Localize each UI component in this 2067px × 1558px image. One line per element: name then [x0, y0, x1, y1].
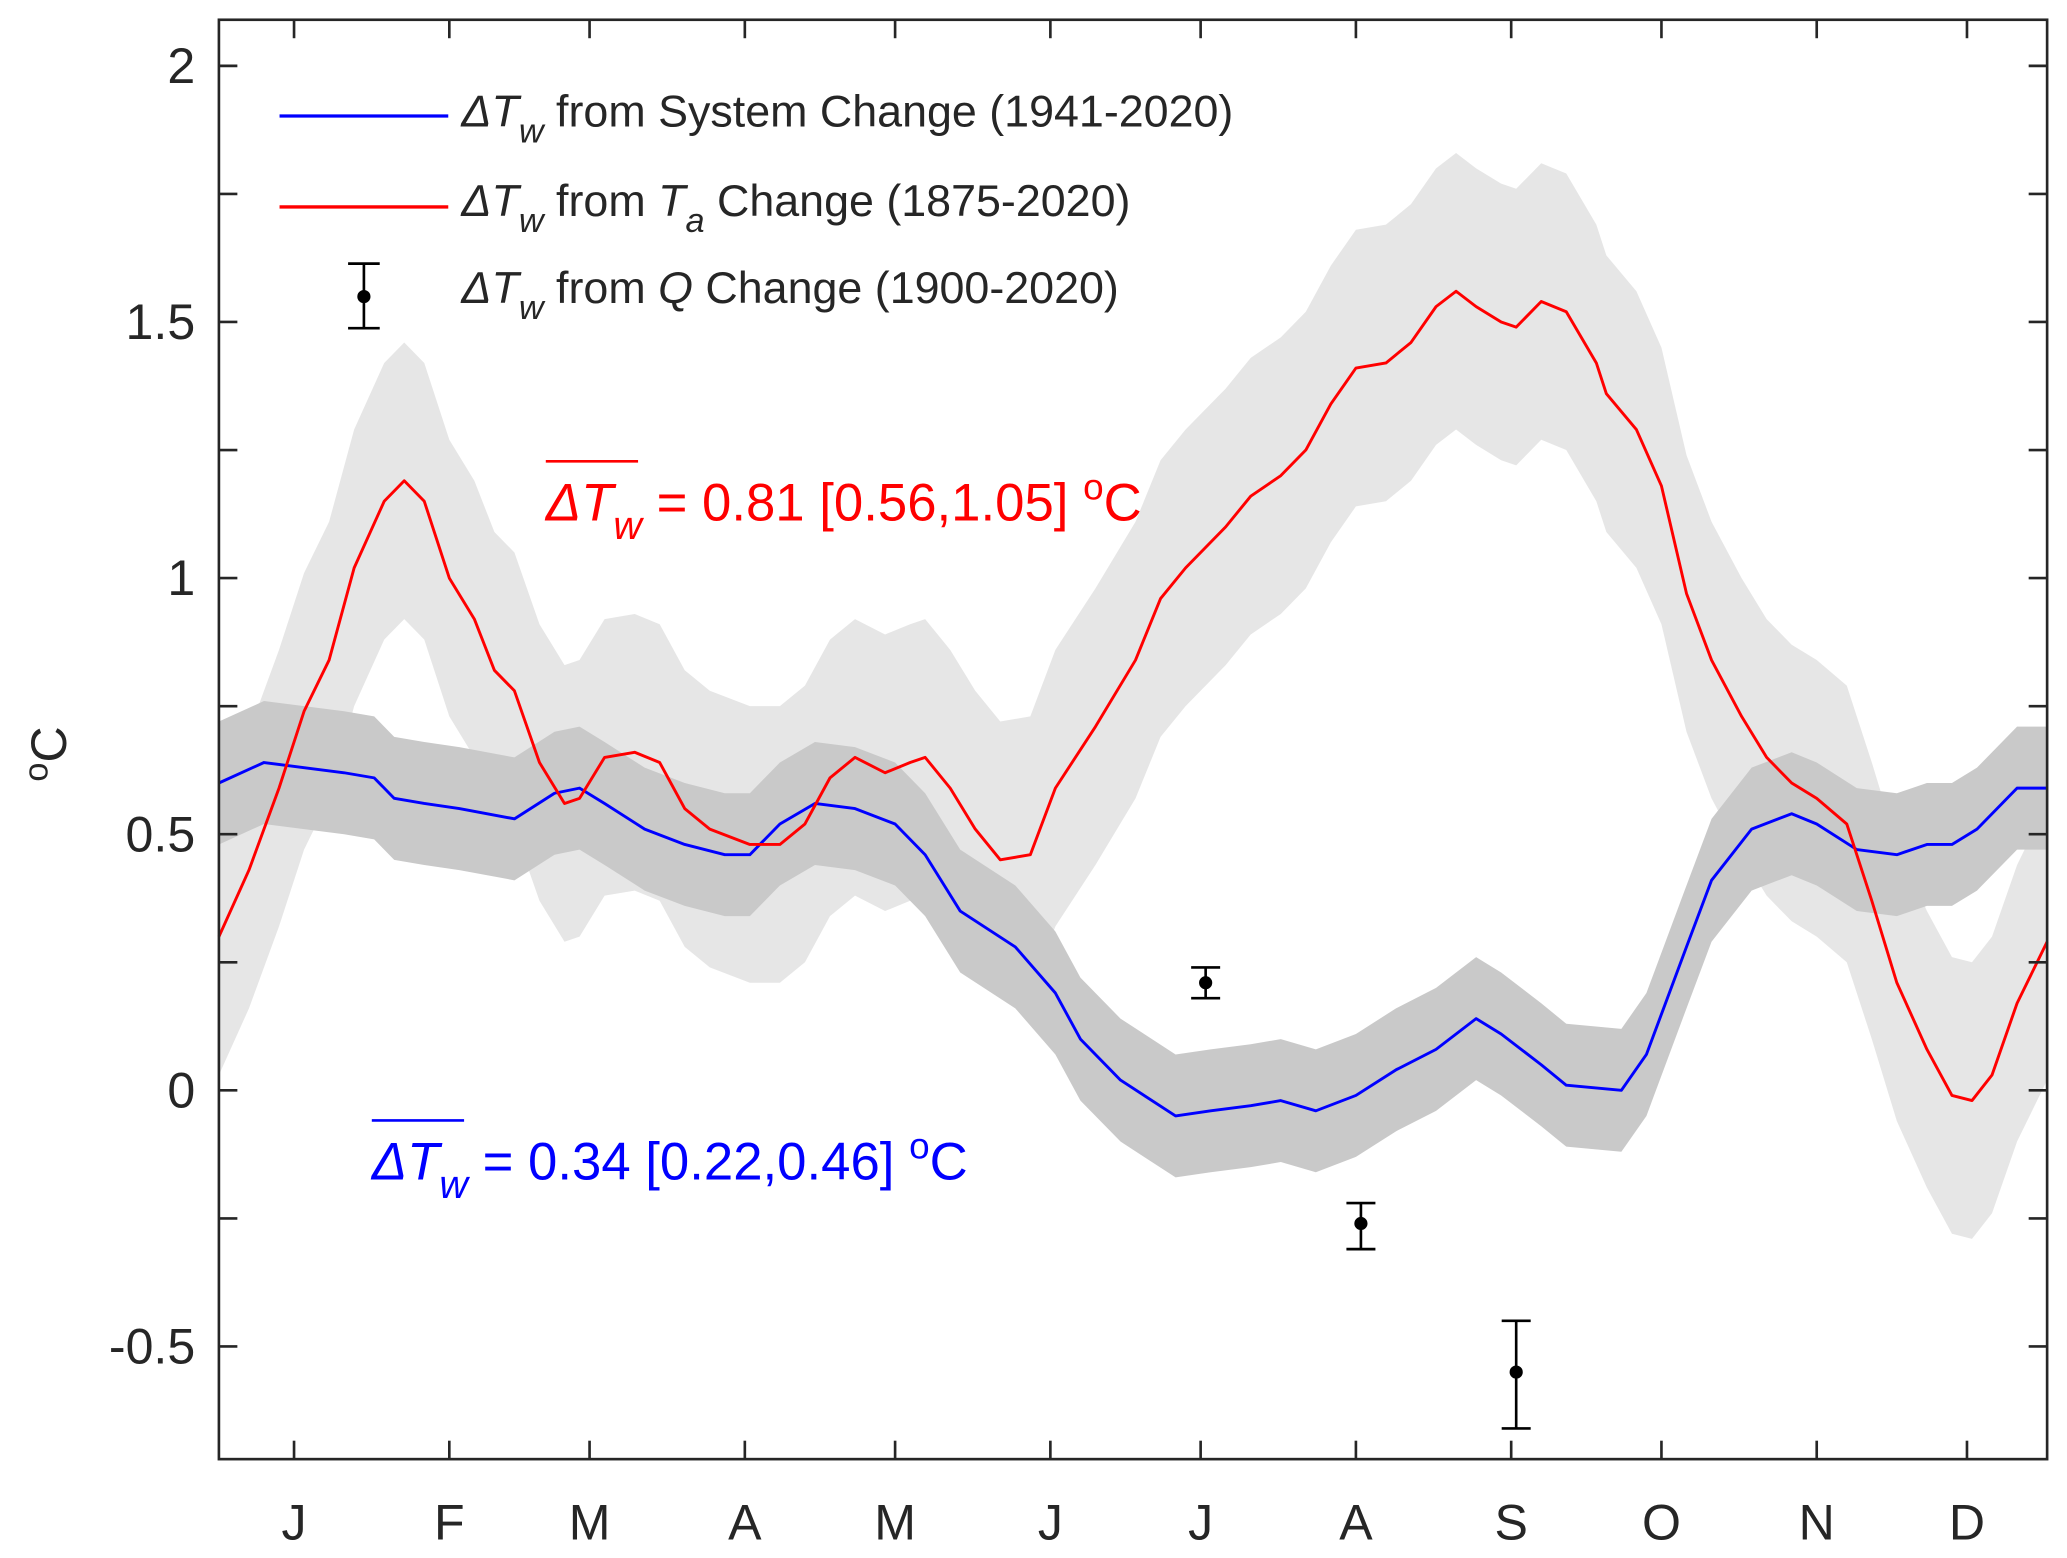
- ta-change-band: [218, 152, 2048, 1239]
- errorbar-point: [1199, 976, 1213, 990]
- uncertainty-bands: [218, 152, 2048, 1239]
- x-tick-label: N: [1799, 1495, 1835, 1551]
- y-tick-label: 0: [167, 1062, 195, 1118]
- y-tick-label: 1.5: [126, 294, 196, 350]
- legend-entry-ta: ΔTw from Ta Change (1875-2020): [460, 176, 1130, 240]
- x-tick-label: O: [1642, 1495, 1681, 1551]
- x-tick-label: J: [282, 1495, 307, 1551]
- series-lines: [217, 289, 2049, 1118]
- x-tick-label: S: [1494, 1495, 1527, 1551]
- x-tick-label: F: [434, 1495, 465, 1551]
- x-tick-label: D: [1949, 1495, 1985, 1551]
- errorbar-point: [1354, 1216, 1368, 1231]
- legend-entry-q: ΔTw from Q Change (1900-2020): [460, 263, 1118, 327]
- svg-text:ΔTw = 0.34 [0.22,0.46] oC: ΔTw = 0.34 [0.22,0.46] oC: [370, 1126, 968, 1208]
- legend: ΔTw from System Change (1941-2020) ΔTw f…: [279, 87, 1233, 330]
- plot-frame: [217, 18, 2049, 1461]
- q-change-errorbars: [1191, 966, 1531, 1430]
- legend-swatch-q: [348, 262, 380, 330]
- errorbar-0: [1191, 966, 1221, 1000]
- annotation-ta-mean: ΔTw = 0.81 [0.56,1.05] oC: [544, 460, 1142, 549]
- y-tick-label: 2: [167, 38, 195, 94]
- x-tick-label: M: [569, 1495, 611, 1551]
- y-tick-label: 1: [167, 550, 195, 606]
- system-change-band: [218, 701, 2048, 1178]
- axis-ticks: J F M A M J J A S O N D -0.5 0 0.5 1 1.5 2: [109, 19, 2048, 1551]
- x-tick-label: M: [874, 1495, 916, 1551]
- errorbar-point: [1509, 1365, 1523, 1379]
- x-tick-label: J: [1038, 1495, 1063, 1551]
- x-tick-label: A: [728, 1495, 762, 1551]
- errorbar-1: [1346, 1201, 1376, 1251]
- y-axis-label: oC: [18, 726, 77, 781]
- errorbar-2: [1501, 1319, 1531, 1430]
- y-tick-label: 0.5: [126, 806, 196, 862]
- x-tick-label: A: [1339, 1495, 1373, 1551]
- x-tick-label: J: [1188, 1495, 1213, 1551]
- svg-text:ΔTw = 0.81 [0.56,1.05] oC: ΔTw = 0.81 [0.56,1.05] oC: [544, 467, 1142, 549]
- y-tick-label: -0.5: [109, 1319, 195, 1375]
- annotation-system-mean: ΔTw = 0.34 [0.22,0.46] oC: [370, 1119, 968, 1208]
- legend-entry-system: ΔTw from System Change (1941-2020): [460, 87, 1233, 151]
- system-change-line: [218, 761, 2048, 1118]
- ta-change-line: [217, 289, 2049, 1103]
